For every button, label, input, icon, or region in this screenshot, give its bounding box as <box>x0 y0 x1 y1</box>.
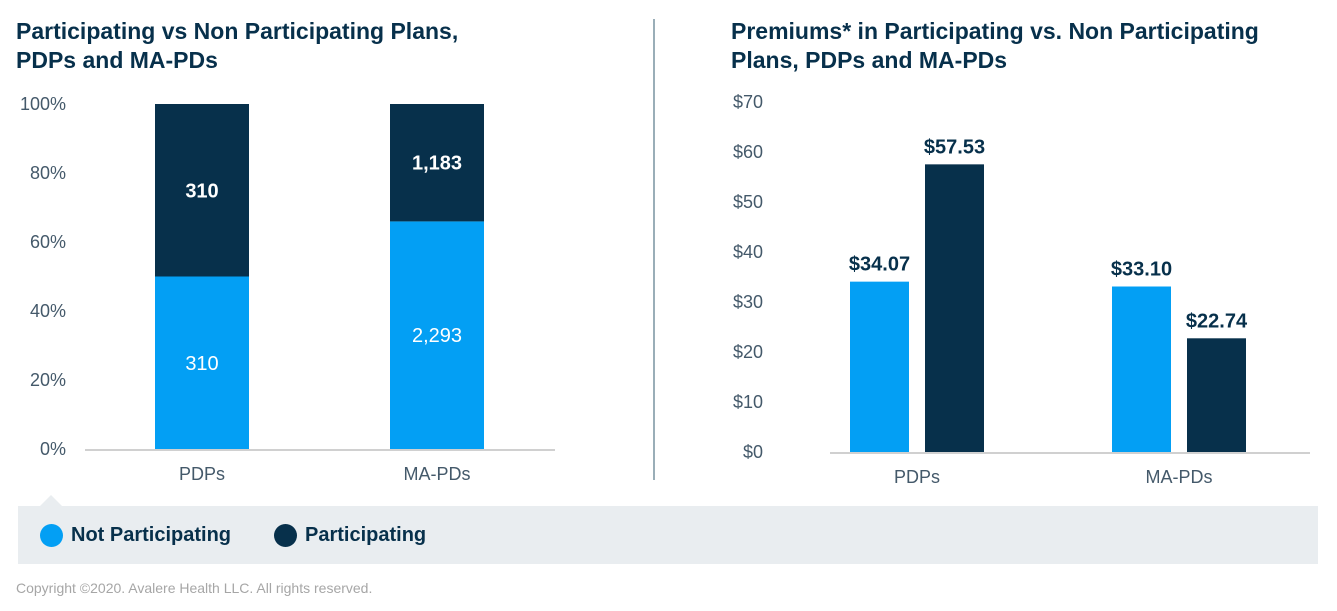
data-label: 1,183 <box>412 153 462 175</box>
legend-dot-not-participating-icon <box>40 523 63 547</box>
y-tick-label: $10 <box>733 392 763 412</box>
data-label: $57.53 <box>924 136 985 158</box>
left-chart-title-line-1: Participating vs Non Participating Plans… <box>16 18 459 44</box>
right-chart-title: Premiums* in Participating vs. Non Parti… <box>731 17 1331 75</box>
data-label: $34.07 <box>849 254 910 276</box>
chart-divider <box>653 19 655 480</box>
x-category-label: PDPs <box>894 467 940 487</box>
y-tick-label: $20 <box>733 342 763 362</box>
legend-notch <box>40 495 62 506</box>
participation-stacked-chart: 0% 20% 40% 60% 80% 100% 310 310 PDPs 2,293 1,183 MA… <box>20 94 555 484</box>
legend-item-not-participating: Not Participating <box>40 506 231 564</box>
left-chart-title: Participating vs Non Participating Plans… <box>16 17 616 75</box>
data-label: $22.74 <box>1186 310 1248 332</box>
x-category-label: MA-PDs <box>1146 467 1213 487</box>
premiums-bar-chart: $0 $10 $20 $30 $40 $50 $60 $70 $34.07 $57.53 PDPs $… <box>733 92 1310 487</box>
bar-participating <box>925 164 984 452</box>
y-tick-label: $60 <box>733 142 763 162</box>
bar-not-participating <box>1112 286 1171 452</box>
bar-segment-not-participating <box>155 276 249 449</box>
y-tick-label: 80% <box>30 163 66 183</box>
legend: Not Participating Participating <box>18 506 1318 564</box>
legend-item-participating: Participating <box>274 506 426 564</box>
y-tick-label: $0 <box>743 442 763 462</box>
right-chart-title-line-2: Plans, PDPs and MA-PDs <box>731 47 1008 73</box>
data-label: $33.10 <box>1111 259 1172 281</box>
legend-label-participating: Participating <box>305 523 427 546</box>
y-tick-label: 20% <box>30 370 66 390</box>
y-tick-label: $40 <box>733 242 763 262</box>
data-label: 2,293 <box>412 325 462 347</box>
x-category-label: MA-PDs <box>404 464 471 484</box>
bar-segment-participating <box>155 104 249 277</box>
right-chart-title-line-1: Premiums* in Participating vs. Non Parti… <box>731 18 1259 44</box>
legend-dot-participating-icon <box>274 523 297 547</box>
left-chart-title-line-2: PDPs and MA-PDs <box>16 47 218 73</box>
bar-segment-participating <box>390 104 484 222</box>
x-category-label: PDPs <box>179 464 225 484</box>
data-label: 310 <box>185 180 218 202</box>
y-tick-label: 100% <box>20 94 66 114</box>
y-tick-label: 40% <box>30 301 66 321</box>
y-tick-label: $70 <box>733 92 763 112</box>
data-label: 310 <box>185 353 218 375</box>
y-tick-label: 60% <box>30 232 66 252</box>
y-tick-label: $30 <box>733 292 763 312</box>
bar-participating <box>1187 338 1246 452</box>
bar-not-participating <box>850 281 909 452</box>
bar-segment-not-participating <box>390 221 484 449</box>
copyright-notice: Copyright ©2020. Avalere Health LLC. All… <box>16 580 373 596</box>
y-tick-label: 0% <box>40 439 66 459</box>
y-tick-label: $50 <box>733 192 763 212</box>
legend-label-not-participating: Not Participating <box>71 523 232 546</box>
